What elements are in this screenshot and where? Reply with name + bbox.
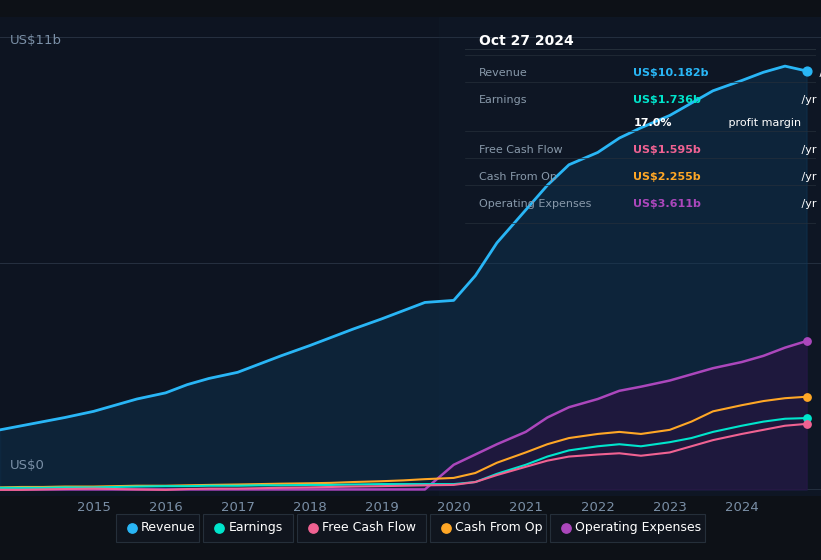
- Point: [800, 414, 813, 423]
- Text: US$10.182b: US$10.182b: [633, 68, 709, 78]
- Text: /yr: /yr: [798, 145, 816, 155]
- Text: Revenue: Revenue: [479, 68, 527, 78]
- Text: Revenue: Revenue: [140, 521, 195, 534]
- Point: [800, 392, 813, 401]
- Text: Oct 27 2024: Oct 27 2024: [479, 34, 574, 48]
- Text: Free Cash Flow: Free Cash Flow: [323, 521, 416, 534]
- FancyBboxPatch shape: [297, 514, 426, 542]
- Text: US$1.595b: US$1.595b: [633, 145, 701, 155]
- Point: [213, 523, 226, 532]
- Text: profit margin: profit margin: [725, 118, 800, 128]
- FancyBboxPatch shape: [116, 514, 200, 542]
- Text: Earnings: Earnings: [479, 95, 527, 105]
- Text: US$0: US$0: [10, 459, 44, 472]
- Text: /yr: /yr: [798, 199, 816, 209]
- Text: Cash From Op: Cash From Op: [456, 521, 543, 534]
- Point: [125, 523, 138, 532]
- Text: Operating Expenses: Operating Expenses: [479, 199, 591, 209]
- FancyBboxPatch shape: [204, 514, 293, 542]
- FancyBboxPatch shape: [550, 514, 705, 542]
- Text: Cash From Op: Cash From Op: [479, 172, 557, 182]
- Text: US$2.255b: US$2.255b: [633, 172, 701, 182]
- Point: [307, 523, 320, 532]
- Point: [800, 419, 813, 428]
- Text: US$11b: US$11b: [10, 34, 62, 46]
- Point: [800, 337, 813, 346]
- Text: /yr: /yr: [816, 68, 821, 78]
- Text: /yr: /yr: [798, 172, 816, 182]
- Text: US$3.611b: US$3.611b: [633, 199, 701, 209]
- Text: Free Cash Flow: Free Cash Flow: [479, 145, 562, 155]
- Text: US$1.736b: US$1.736b: [633, 95, 701, 105]
- Text: Earnings: Earnings: [228, 521, 282, 534]
- Text: Operating Expenses: Operating Expenses: [576, 521, 701, 534]
- Point: [440, 523, 453, 532]
- FancyBboxPatch shape: [430, 514, 546, 542]
- Point: [800, 67, 813, 76]
- Bar: [439, 17, 821, 496]
- Point: [560, 523, 573, 532]
- Text: /yr: /yr: [798, 95, 816, 105]
- Text: 17.0%: 17.0%: [633, 118, 672, 128]
